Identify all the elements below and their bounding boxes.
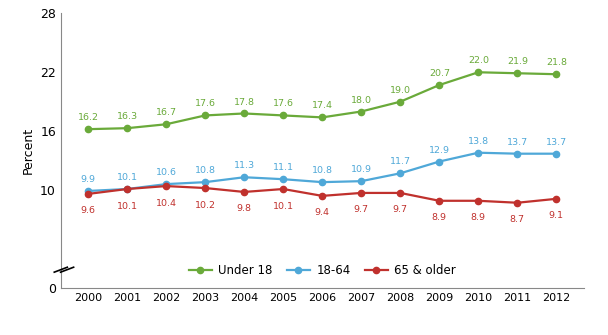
Text: 9.7: 9.7 bbox=[354, 205, 369, 214]
Text: 10.6: 10.6 bbox=[156, 168, 177, 177]
Text: 10.4: 10.4 bbox=[156, 199, 177, 208]
Text: 11.7: 11.7 bbox=[390, 157, 411, 166]
Text: 8.9: 8.9 bbox=[471, 213, 486, 222]
Text: 22.0: 22.0 bbox=[468, 56, 489, 65]
Text: 13.8: 13.8 bbox=[468, 137, 489, 146]
Text: 12.9: 12.9 bbox=[429, 146, 450, 154]
Text: 20.7: 20.7 bbox=[429, 69, 450, 78]
Text: 11.1: 11.1 bbox=[273, 163, 294, 172]
Text: 8.9: 8.9 bbox=[432, 213, 447, 222]
Text: 18.0: 18.0 bbox=[351, 95, 371, 105]
Text: 17.6: 17.6 bbox=[273, 99, 294, 109]
FancyBboxPatch shape bbox=[55, 267, 61, 272]
Text: 10.1: 10.1 bbox=[117, 173, 137, 182]
Text: 17.4: 17.4 bbox=[312, 102, 333, 111]
Legend: Under 18, 18-64, 65 & older: Under 18, 18-64, 65 & older bbox=[184, 260, 461, 282]
Text: 17.8: 17.8 bbox=[233, 97, 255, 107]
Text: 9.6: 9.6 bbox=[81, 206, 95, 215]
Text: 9.9: 9.9 bbox=[81, 175, 95, 184]
Text: 16.3: 16.3 bbox=[117, 112, 137, 121]
Text: 10.9: 10.9 bbox=[351, 165, 371, 174]
Y-axis label: Percent: Percent bbox=[21, 127, 35, 174]
Text: 9.7: 9.7 bbox=[393, 205, 408, 214]
Text: 10.2: 10.2 bbox=[195, 201, 216, 209]
Text: 16.7: 16.7 bbox=[156, 108, 177, 117]
Text: 21.9: 21.9 bbox=[507, 57, 528, 66]
Text: 10.1: 10.1 bbox=[273, 202, 294, 210]
Text: 8.7: 8.7 bbox=[510, 215, 525, 224]
Text: 10.8: 10.8 bbox=[195, 166, 216, 175]
Text: 13.7: 13.7 bbox=[507, 138, 528, 147]
Text: 17.6: 17.6 bbox=[195, 99, 216, 109]
Text: 9.8: 9.8 bbox=[237, 204, 252, 213]
Text: 9.1: 9.1 bbox=[549, 211, 564, 220]
Text: 21.8: 21.8 bbox=[546, 58, 567, 67]
Text: 9.4: 9.4 bbox=[315, 208, 330, 217]
Text: 13.7: 13.7 bbox=[546, 138, 567, 147]
Text: 16.2: 16.2 bbox=[78, 113, 98, 122]
Text: 19.0: 19.0 bbox=[390, 86, 411, 95]
Text: 10.1: 10.1 bbox=[117, 202, 137, 210]
Text: 10.8: 10.8 bbox=[312, 166, 333, 175]
Text: 11.3: 11.3 bbox=[233, 161, 255, 170]
